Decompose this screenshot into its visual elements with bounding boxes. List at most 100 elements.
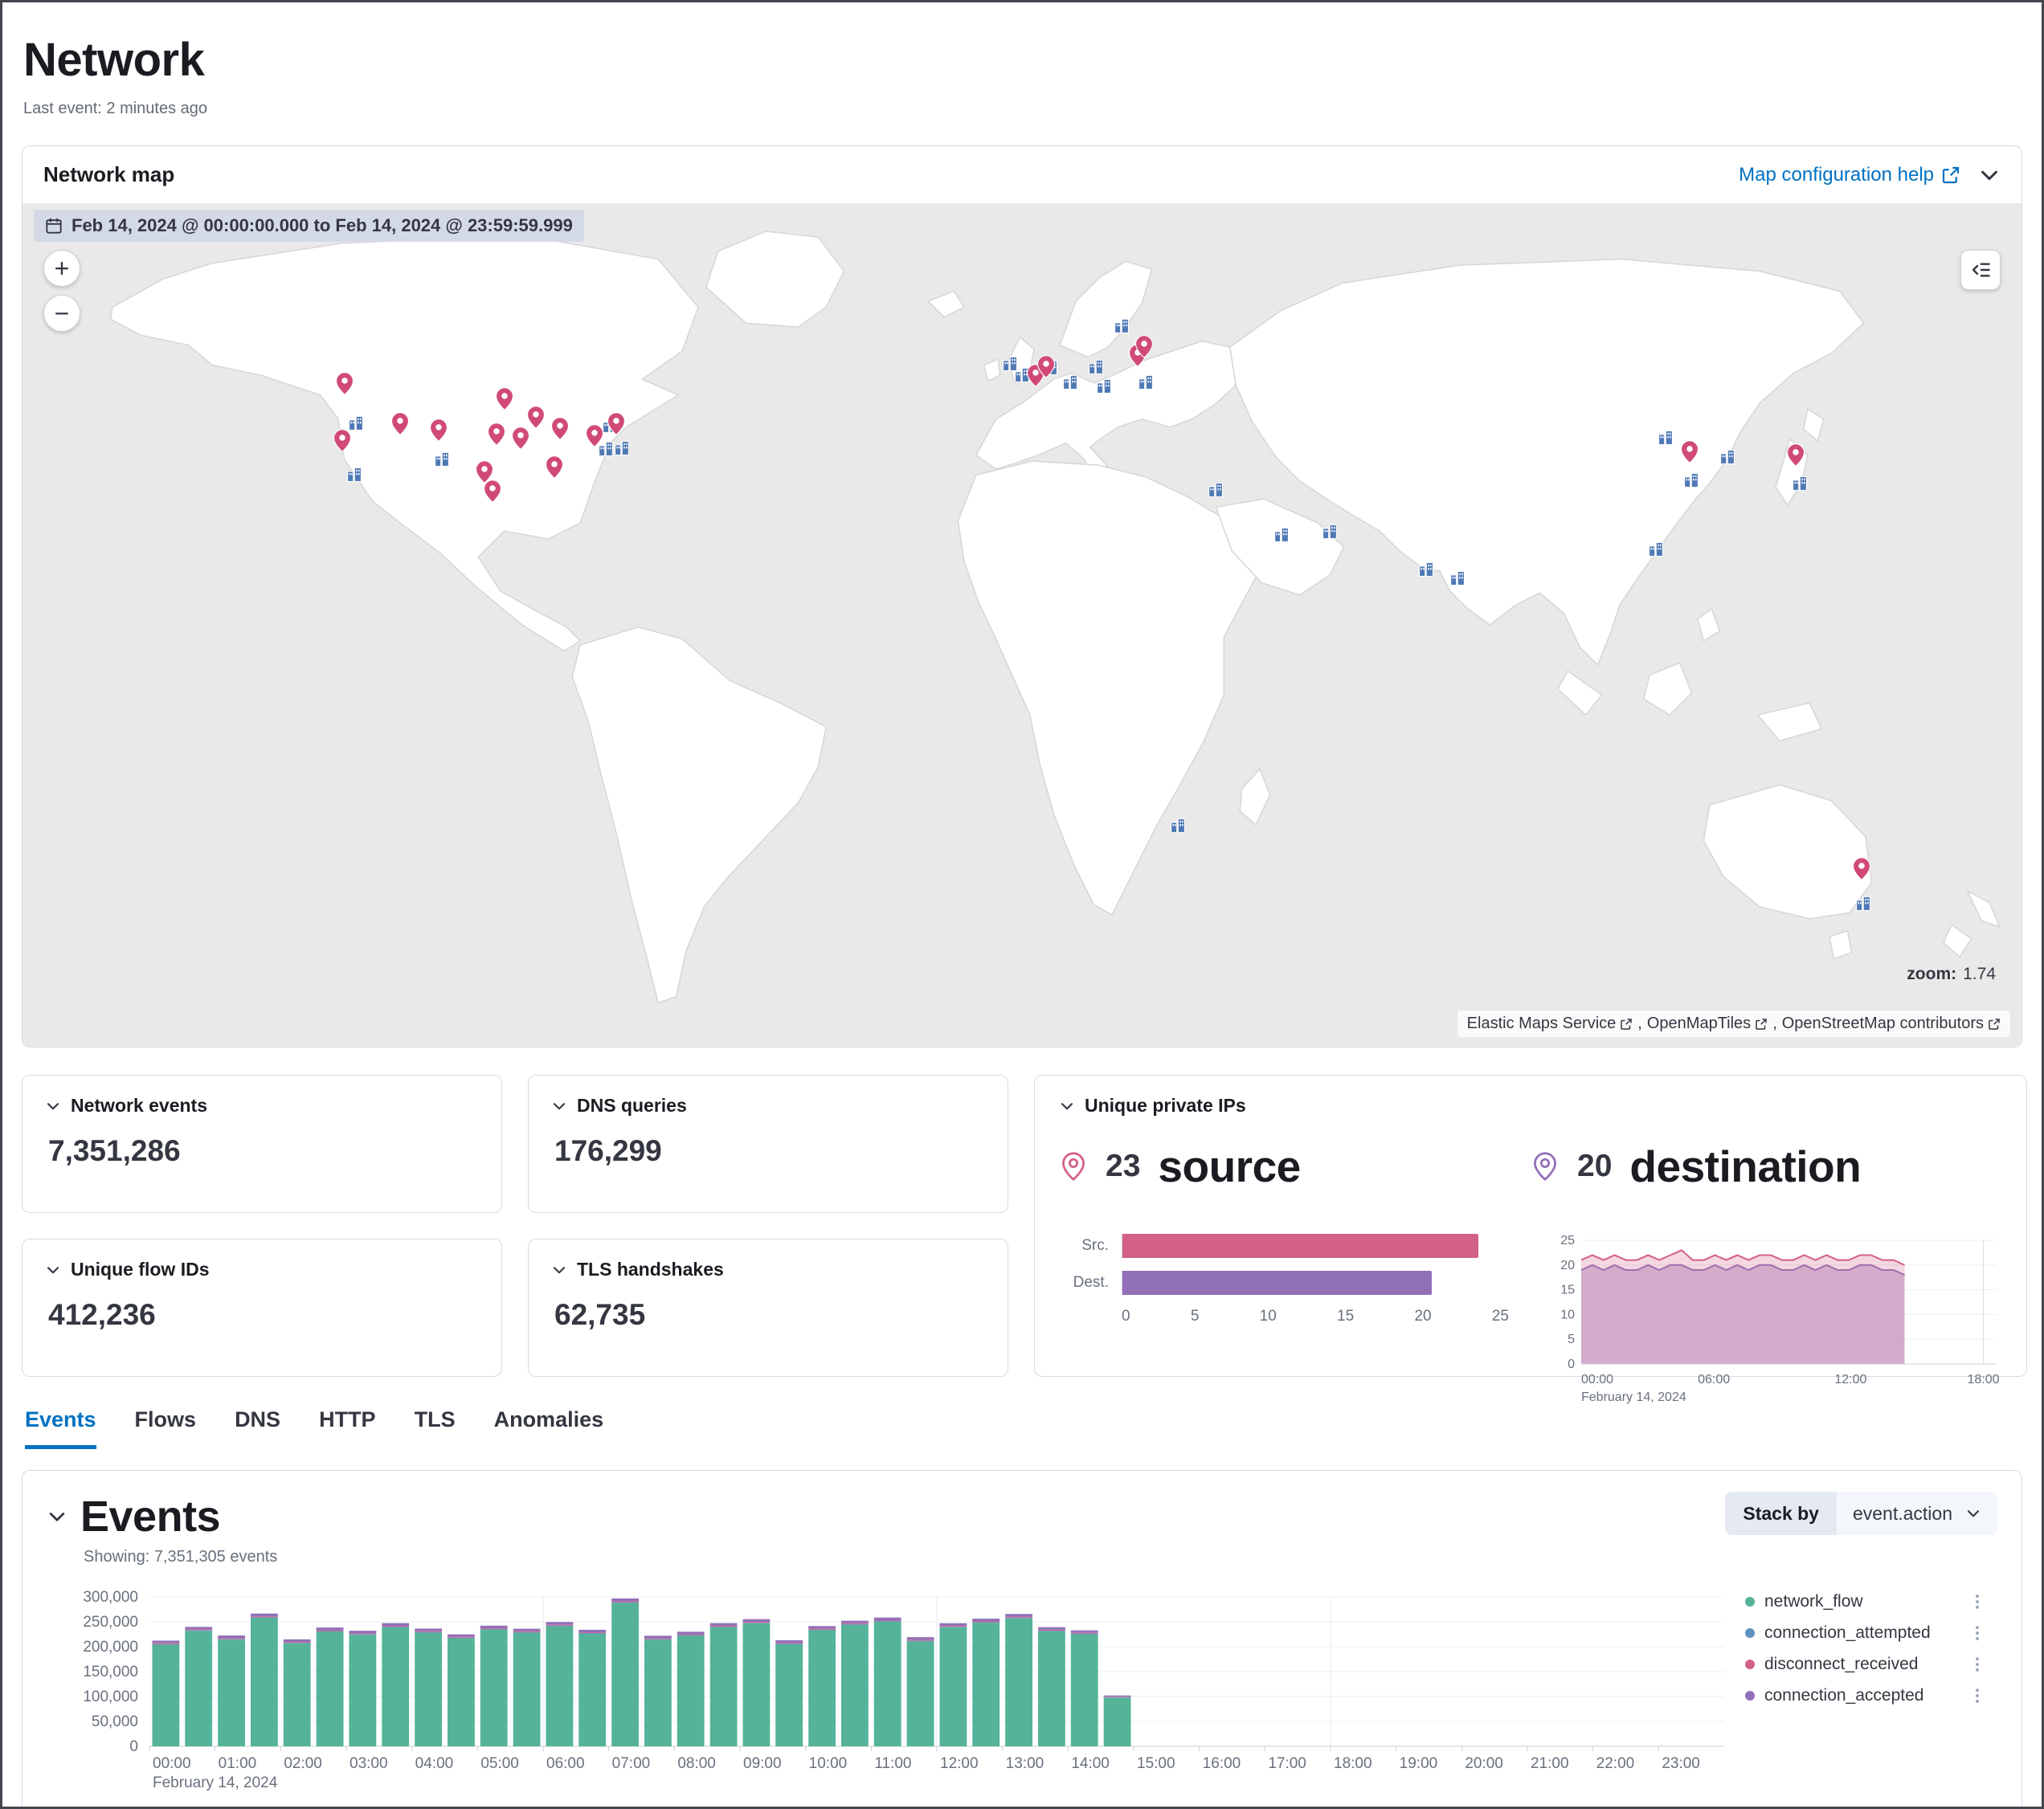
- events-collapse-chevron-icon[interactable]: [47, 1506, 67, 1527]
- map-pin-icon[interactable]: [511, 427, 529, 454]
- map-host-icon[interactable]: [1096, 378, 1113, 398]
- map-host-icon[interactable]: [346, 466, 363, 487]
- map-host-icon[interactable]: [1273, 526, 1290, 547]
- map-pin-icon[interactable]: [1680, 439, 1699, 468]
- tab-dns[interactable]: DNS: [235, 1407, 281, 1431]
- bar-label: Dest.: [1073, 1274, 1109, 1291]
- map-host-icon[interactable]: [1417, 561, 1434, 582]
- map-pin-icon[interactable]: [335, 371, 354, 399]
- map-host-icon[interactable]: [1170, 817, 1187, 838]
- map-pin-icon[interactable]: [495, 386, 513, 414]
- axis-tick-label: 10: [1259, 1308, 1277, 1325]
- svg-text:07:00: 07:00: [612, 1755, 651, 1772]
- map-host-icon[interactable]: [348, 414, 365, 435]
- events-panel: Events Showing: 7,351,305 events Stack b…: [22, 1470, 2022, 1807]
- legend-options-button[interactable]: [1968, 1593, 1986, 1611]
- map-pin-icon[interactable]: [429, 419, 448, 446]
- map-pin-icon[interactable]: [1134, 335, 1153, 362]
- events-chart-legend: network_flow connection_attempted disconne…: [1745, 1589, 1986, 1800]
- attribution-link[interactable]: OpenStreetMap contributors: [1782, 1015, 2001, 1033]
- axis-tick-label: 5: [1190, 1308, 1200, 1325]
- svg-text:12:00: 12:00: [940, 1755, 979, 1772]
- bar-fill[interactable]: [1122, 1234, 1478, 1258]
- kpi-label-unique-private-ips: Unique private IPs: [1085, 1095, 1246, 1116]
- map-host-icon[interactable]: [1208, 481, 1224, 502]
- map-host-icon[interactable]: [1088, 358, 1105, 379]
- map-host-icon[interactable]: [1647, 541, 1664, 561]
- svg-text:00:00: 00:00: [1581, 1373, 1613, 1386]
- map-zoom-out-button[interactable]: −: [43, 295, 80, 332]
- tab-http[interactable]: HTTP: [319, 1407, 376, 1431]
- map-configuration-help-link[interactable]: Map configuration help: [1739, 164, 1960, 186]
- kpi-card-dns-queries: DNS queries 176,299: [528, 1075, 1008, 1213]
- external-link-icon: [1988, 1018, 2001, 1031]
- map-pin-icon[interactable]: [607, 412, 625, 439]
- map-pin-icon[interactable]: [333, 429, 352, 456]
- tab-anomalies[interactable]: Anomalies: [493, 1407, 604, 1431]
- map-pin-icon[interactable]: [527, 405, 546, 433]
- map-pin-icon[interactable]: [475, 460, 493, 488]
- svg-text:5: 5: [1568, 1333, 1575, 1346]
- map-panel-collapse-button[interactable]: [1978, 164, 2001, 186]
- map-pin-icon[interactable]: [1036, 354, 1055, 382]
- chevron-down-icon[interactable]: [551, 1098, 567, 1114]
- chevron-down-icon[interactable]: [45, 1262, 61, 1278]
- svg-text:12:00: 12:00: [1834, 1373, 1866, 1386]
- map-date-range-badge[interactable]: Feb 14, 2024 @ 00:00:00.000 to Feb 14, 2…: [34, 210, 584, 242]
- kpi-card-unique-flow-ids: Unique flow IDs 412,236: [22, 1239, 502, 1377]
- map-pin-icon[interactable]: [585, 423, 603, 451]
- attribution-link[interactable]: Elastic Maps Service: [1467, 1015, 1633, 1033]
- legend-label[interactable]: connection_attempted: [1764, 1623, 1931, 1642]
- svg-text:03:00: 03:00: [350, 1755, 388, 1772]
- map-host-icon[interactable]: [1061, 374, 1078, 394]
- unique-ips-bar-chart: Src. Dest. 0 5 10 15 20 25: [1059, 1234, 1509, 1410]
- legend-options-button[interactable]: [1968, 1656, 1986, 1673]
- world-map[interactable]: Feb 14, 2024 @ 00:00:00.000 to Feb 14, 2…: [22, 203, 2022, 1047]
- map-zoom-in-button[interactable]: +: [43, 250, 80, 287]
- map-host-icon[interactable]: [614, 439, 631, 460]
- map-host-icon[interactable]: [1002, 355, 1019, 376]
- tab-flows[interactable]: Flows: [134, 1407, 197, 1431]
- svg-text:23:00: 23:00: [1662, 1755, 1700, 1772]
- map-host-icon[interactable]: [434, 451, 451, 472]
- map-pin-icon[interactable]: [483, 480, 501, 507]
- map-host-icon[interactable]: [1322, 523, 1339, 544]
- svg-text:11:00: 11:00: [874, 1755, 911, 1772]
- map-legend-toggle-button[interactable]: [1960, 250, 2001, 290]
- tab-events[interactable]: Events: [25, 1407, 96, 1449]
- legend-label[interactable]: disconnect_received: [1764, 1655, 1919, 1673]
- map-host-icon[interactable]: [598, 440, 615, 461]
- map-host-icon[interactable]: [1683, 472, 1700, 492]
- map-host-icon[interactable]: [1791, 475, 1808, 496]
- map-pin-icon[interactable]: [545, 455, 563, 483]
- legend-label[interactable]: connection_accepted: [1764, 1686, 1924, 1705]
- stack-by-select[interactable]: event.action: [1836, 1492, 1997, 1535]
- map-host-icon[interactable]: [1719, 448, 1736, 469]
- chevron-down-icon[interactable]: [45, 1098, 61, 1114]
- map-host-icon[interactable]: [1449, 570, 1466, 590]
- chevron-down-icon[interactable]: [551, 1262, 567, 1278]
- map-host-icon[interactable]: [1658, 429, 1674, 450]
- legend-label[interactable]: network_flow: [1764, 1592, 1863, 1611]
- destination-pin-icon: [1531, 1152, 1560, 1181]
- legend-options-button[interactable]: [1968, 1687, 1986, 1705]
- bar-fill[interactable]: [1122, 1271, 1432, 1295]
- map-pin-icon[interactable]: [487, 422, 505, 450]
- map-pin-icon[interactable]: [1852, 857, 1870, 884]
- legend-color-dot: [1745, 1628, 1755, 1638]
- legend-options-button[interactable]: [1968, 1624, 1986, 1642]
- legend-color-dot: [1745, 1660, 1755, 1669]
- map-pin-icon[interactable]: [551, 417, 570, 444]
- map-pin-icon[interactable]: [391, 412, 410, 439]
- last-event-text: Last event: 2 minutes ago: [23, 100, 208, 117]
- map-host-icon[interactable]: [1138, 374, 1155, 394]
- attribution-link[interactable]: OpenMapTiles: [1647, 1015, 1768, 1033]
- map-host-icon[interactable]: [1855, 895, 1872, 916]
- map-host-icon[interactable]: [1114, 317, 1130, 338]
- calendar-icon: [45, 217, 63, 235]
- map-zoom-controls: + −: [43, 250, 80, 332]
- tab-tls[interactable]: TLS: [414, 1407, 456, 1431]
- chevron-down-icon[interactable]: [1059, 1098, 1075, 1114]
- map-pin-icon[interactable]: [1786, 443, 1805, 471]
- svg-text:14:00: 14:00: [1071, 1755, 1110, 1772]
